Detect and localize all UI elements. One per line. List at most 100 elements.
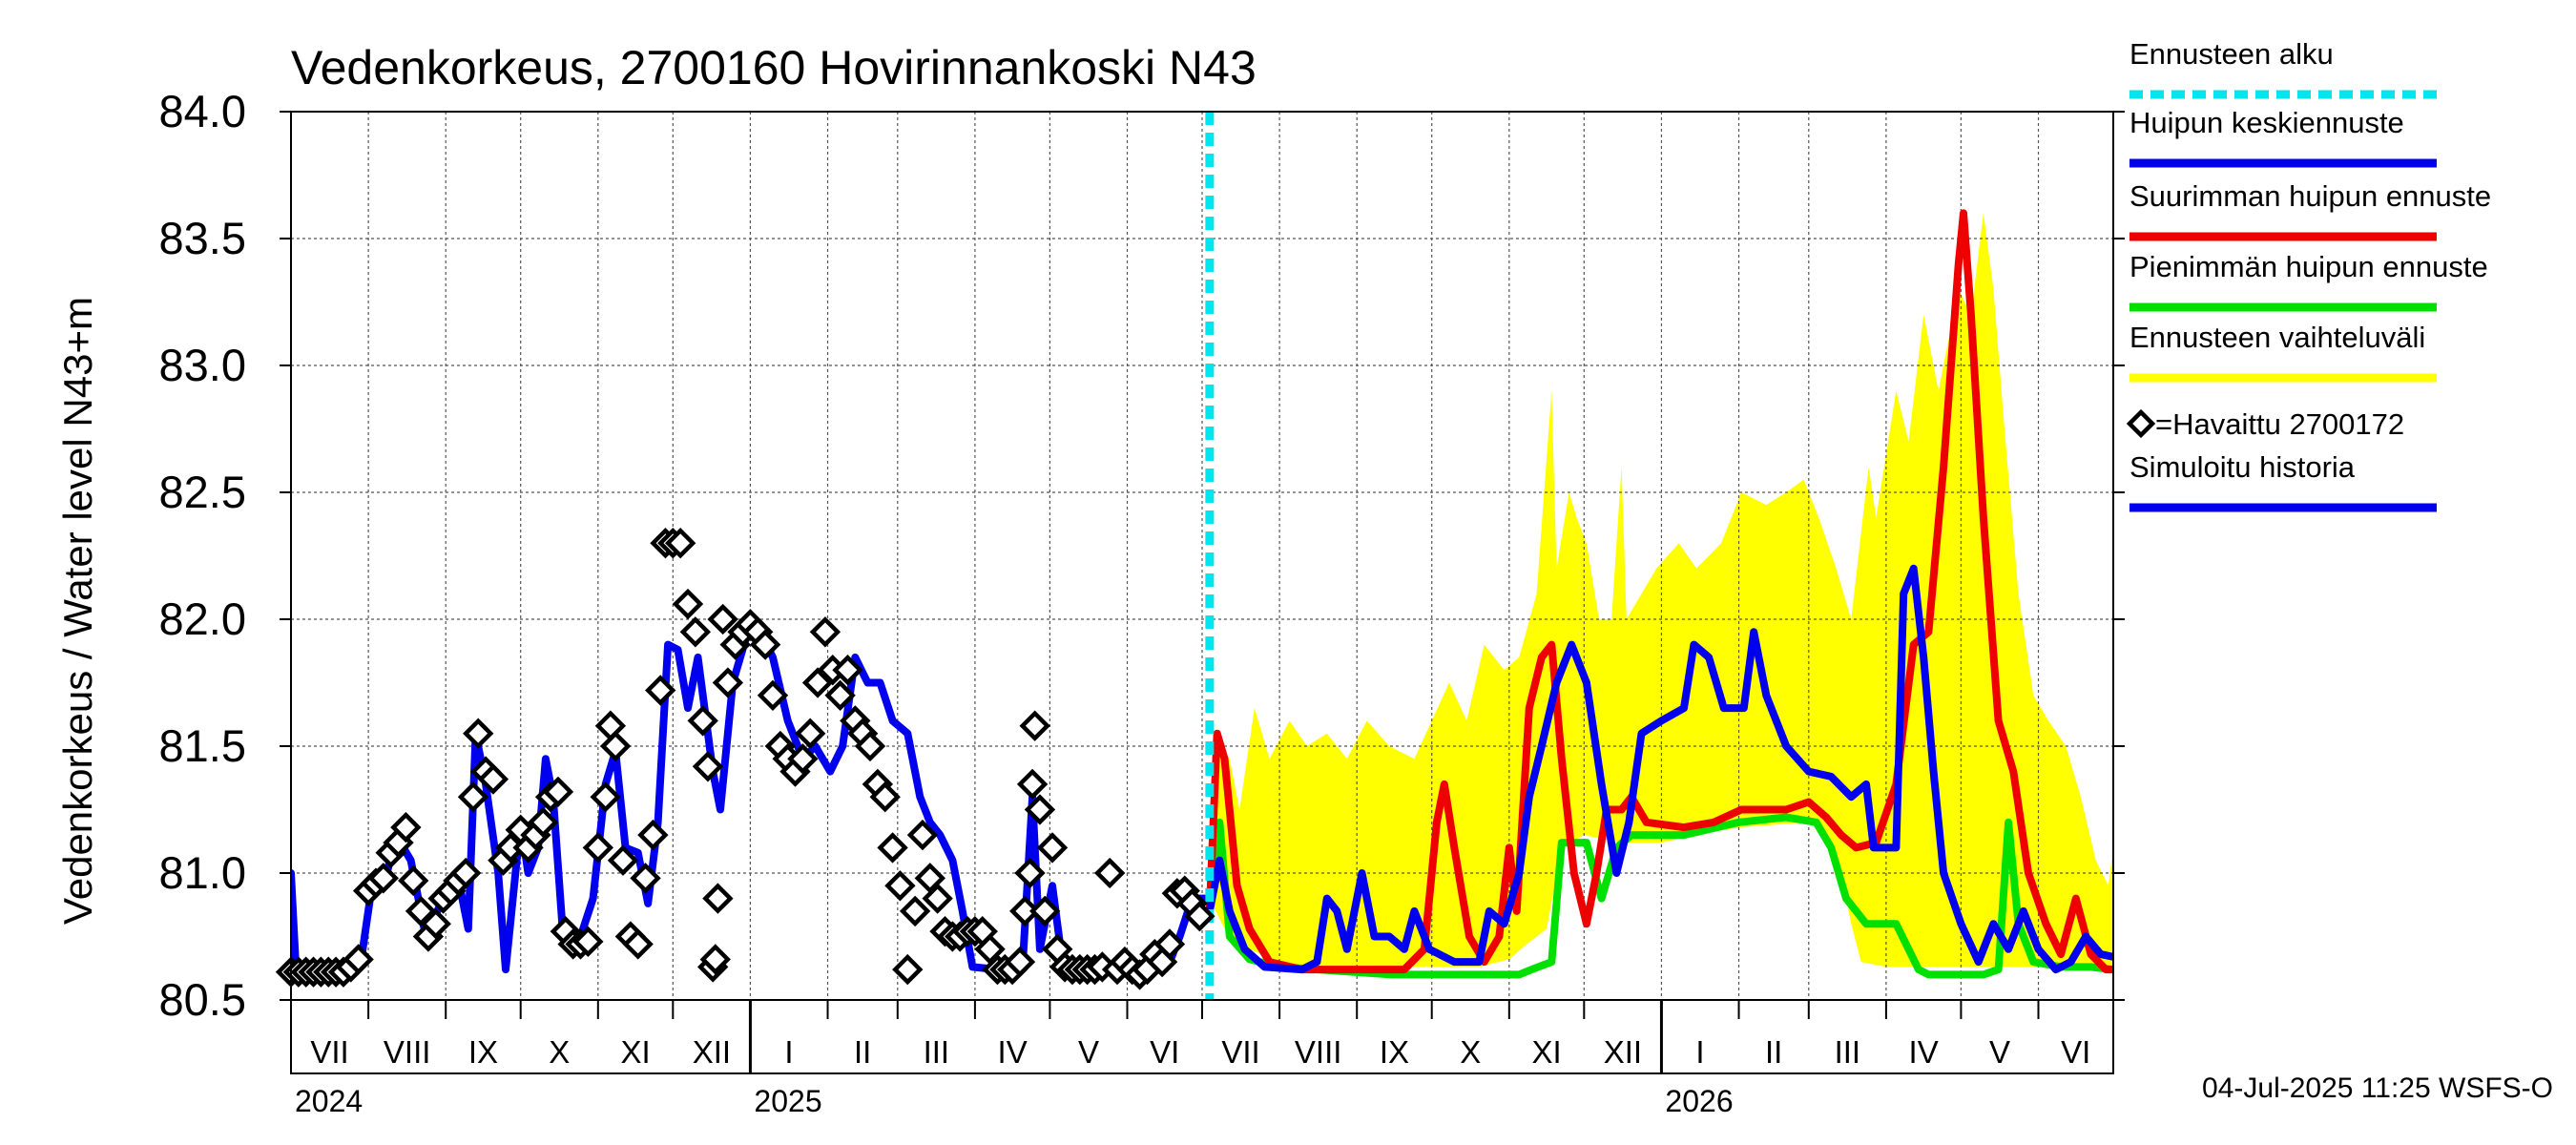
observed-point [892, 953, 924, 986]
observed-point [572, 926, 604, 958]
observed-point [528, 806, 559, 838]
observed-point [877, 832, 908, 864]
observed-point [707, 603, 738, 635]
series-line-median [1205, 564, 2113, 974]
y-tick-label: 84.0 [159, 86, 246, 136]
observed-point [702, 883, 734, 914]
observed-point [477, 763, 509, 795]
month-label: X [549, 1034, 570, 1070]
observed-point [390, 811, 422, 843]
month-label: X [1460, 1034, 1481, 1070]
observed-point [869, 781, 901, 813]
month-label: I [1695, 1034, 1704, 1070]
observed-point [672, 588, 704, 620]
y-tick-label: 81.5 [159, 720, 246, 771]
month-label: VIII [1295, 1034, 1342, 1070]
observed-point [599, 730, 632, 762]
forecast-range-band [1209, 213, 2113, 970]
observed-point [884, 870, 916, 902]
observed-layer [275, 528, 1215, 990]
observed-point [899, 895, 931, 927]
observed-point [809, 616, 841, 648]
forecast-range-layer [1209, 213, 2113, 970]
legend-label-observed: =Havaittu 2700172 [2155, 407, 2404, 441]
observed-point [692, 751, 724, 782]
observed-point [645, 675, 676, 706]
legend-label-median: Huipun keskiennuste [2129, 106, 2404, 139]
y-tick-label: 82.5 [159, 467, 246, 517]
observed-point [712, 667, 744, 698]
month-label: VII [310, 1034, 348, 1070]
observed-point [687, 705, 718, 737]
observed-point [420, 908, 451, 940]
observed-point [922, 883, 953, 914]
observed-point [449, 857, 482, 889]
observed-point [749, 629, 781, 660]
observed-point [679, 616, 712, 648]
month-label: III [1835, 1034, 1861, 1070]
observed-point [1184, 901, 1215, 932]
y-tick-label: 80.5 [159, 974, 246, 1025]
observed-point [854, 730, 886, 762]
month-label: IX [468, 1034, 498, 1070]
observed-point [637, 819, 669, 851]
month-label: IV [1909, 1034, 1939, 1070]
y-tick-label: 83.5 [159, 213, 246, 263]
legend-label-max: Suurimman huipun ennuste [2129, 179, 2491, 213]
legend: Ennusteen alku Huipun keskiennuste Suurimm… [2126, 37, 2491, 512]
observed-point [398, 864, 429, 897]
observed-point [1024, 794, 1056, 825]
month-label: XI [1531, 1034, 1561, 1070]
observed-point [1153, 928, 1186, 960]
month-label: IX [1380, 1034, 1409, 1070]
month-label: XII [1604, 1034, 1642, 1070]
series-line-min [1205, 813, 2113, 979]
y-tick-label: 81.0 [159, 847, 246, 898]
observed-point [824, 679, 856, 711]
y-ticks-layer: 80.5 81.0 81.5 82.0 82.5 83.0 83.5 84.0 [159, 86, 2125, 1025]
observed-point [757, 679, 789, 711]
observed-point [607, 844, 639, 876]
year-label: 2026 [1665, 1084, 1733, 1118]
y-tick-label: 83.0 [159, 340, 246, 390]
observed-point [699, 944, 731, 975]
month-label: VI [1150, 1034, 1179, 1070]
observed-point [1014, 857, 1046, 889]
observed-point [463, 718, 494, 749]
observed-point [906, 819, 939, 851]
observed-point [832, 655, 863, 686]
observed-point [1036, 832, 1069, 864]
observed-point [1004, 946, 1036, 978]
month-label: II [854, 1034, 871, 1070]
month-label: VII [1221, 1034, 1259, 1070]
y-tick-label: 82.0 [159, 593, 246, 644]
chart-title: Vedenkorkeus, 2700160 Hovirinnankoski N4… [291, 41, 1257, 94]
month-label: VI [2061, 1034, 2090, 1070]
legend-marker-observed [2126, 408, 2156, 439]
observed-point [367, 863, 399, 894]
year-label: 2025 [754, 1084, 821, 1118]
x-axis-layer: VII VIII IX X XI XII I II III IV V VI VII VIII IX X XI XI… [295, 1000, 2090, 1118]
y-axis-label: Vedenkorkeus / Water level N43+m [55, 297, 100, 925]
month-label: III [924, 1034, 950, 1070]
legend-label-min: Pienimmän huipun ennuste [2129, 250, 2488, 283]
month-label: XII [693, 1034, 731, 1070]
month-label: VIII [384, 1034, 431, 1070]
year-label: 2024 [295, 1084, 363, 1118]
observed-point [590, 781, 621, 813]
observed-point [795, 718, 826, 749]
observed-point [582, 832, 614, 864]
month-label: V [1078, 1034, 1099, 1070]
month-label: V [1989, 1034, 2010, 1070]
observed-point [1009, 895, 1041, 927]
observed-point [1094, 857, 1126, 889]
observed-point [343, 944, 374, 975]
month-label: II [1765, 1034, 1782, 1070]
footer-timestamp: 04-Jul-2025 11:25 WSFS-O [2202, 1072, 2553, 1104]
observed-point [1016, 768, 1049, 801]
legend-label-forecast_start: Ennusteen alku [2129, 37, 2334, 71]
legend-label-range: Ennusteen vaihteluväli [2129, 321, 2425, 354]
observed-point [622, 928, 654, 960]
